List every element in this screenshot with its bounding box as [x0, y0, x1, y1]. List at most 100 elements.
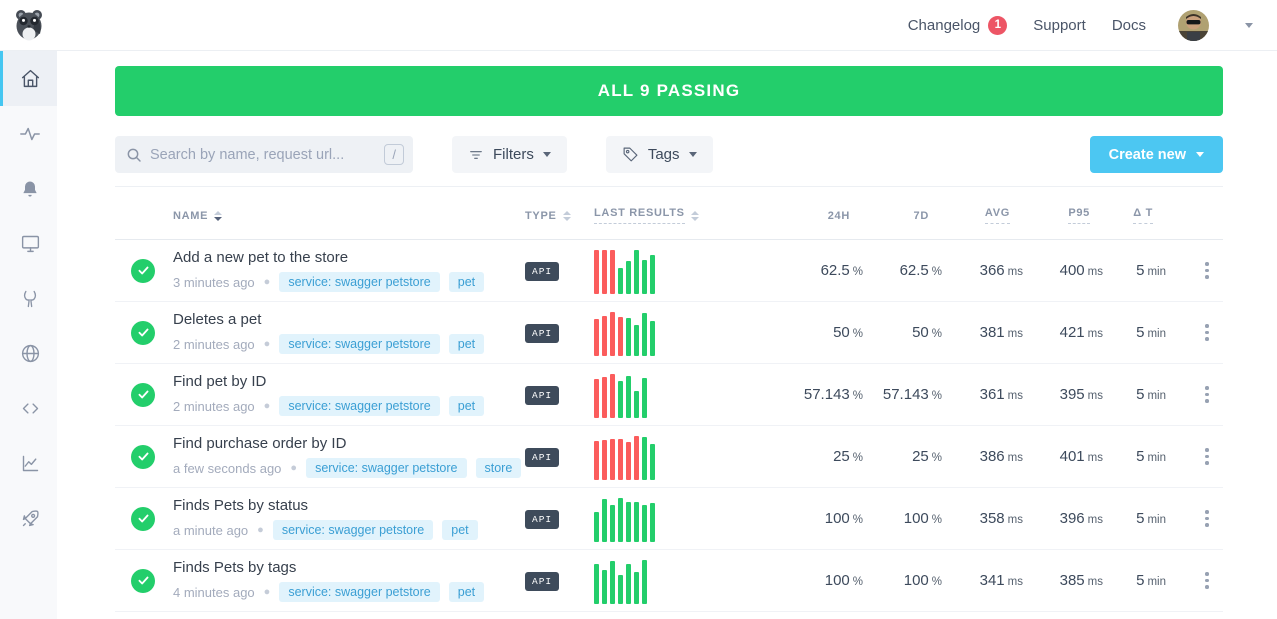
success-7d: 50% [912, 324, 942, 341]
tag-pill-service[interactable]: service: swagger petstore [279, 334, 440, 354]
home-icon [21, 69, 39, 88]
sidebar-item-api[interactable] [0, 381, 57, 436]
pulse-icon [20, 127, 40, 140]
table-row[interactable]: Add a new pet to the store 3 minutes ago… [115, 240, 1223, 302]
docs-link[interactable]: Docs [1111, 16, 1146, 34]
tag-pill-service[interactable]: service: swagger petstore [279, 582, 440, 602]
toolbar: / Filters Tags Create new [115, 136, 1223, 173]
bell-icon [23, 181, 37, 196]
check-type-badge: API [525, 571, 560, 591]
avg-response: 358 ms [979, 510, 1023, 527]
top-nav: Changelog 1 Support Docs [907, 9, 1253, 41]
avatar[interactable] [1178, 9, 1209, 41]
check-interval: 5 min [1136, 510, 1166, 527]
search-icon [127, 148, 141, 162]
sidebar-item-alerts[interactable] [0, 161, 57, 216]
last-results-chart[interactable] [594, 558, 790, 604]
check-last-run-time: 2 minutes ago [173, 336, 255, 352]
table-row[interactable]: Find purchase order by ID a few seconds … [115, 426, 1223, 488]
p95-response: 401 ms [1059, 448, 1103, 465]
check-type-badge: API [525, 509, 560, 529]
sort-icon-name[interactable] [214, 210, 223, 221]
main-content: ALL 9 PASSING / Filters Tags Create new [57, 51, 1277, 619]
tag-pill[interactable]: store [475, 458, 522, 478]
row-menu-kebab-icon[interactable] [1200, 568, 1214, 593]
tag-icon [623, 147, 638, 162]
table-row[interactable]: Find pet by ID 2 minutes ago ● service: … [115, 364, 1223, 426]
check-name[interactable]: Find pet by ID [173, 373, 267, 390]
check-name[interactable]: Find purchase order by ID [173, 435, 347, 452]
row-menu-kebab-icon[interactable] [1200, 382, 1214, 407]
table-row[interactable]: Finds Pets by tags 4 minutes ago ● servi… [115, 550, 1223, 612]
check-name[interactable]: Deletes a pet [173, 311, 262, 328]
row-menu-kebab-icon[interactable] [1200, 444, 1214, 469]
column-header-p95[interactable]: P95 [1023, 207, 1103, 224]
code-brackets-icon [22, 403, 38, 414]
rocket-icon [22, 510, 39, 527]
avg-response: 386 ms [979, 448, 1023, 465]
table-row[interactable]: Finds Pets by status a minute ago ● serv… [115, 488, 1223, 550]
check-passing-icon [131, 444, 155, 469]
check-last-run-time: a minute ago [173, 522, 249, 538]
check-name[interactable]: Finds Pets by status [173, 497, 309, 514]
column-header-name[interactable]: NAME [173, 210, 525, 222]
p95-response: 396 ms [1059, 510, 1103, 527]
column-header-delta-t[interactable]: Δ T [1103, 207, 1166, 224]
tag-pill-service[interactable]: service: swagger petstore [306, 458, 467, 478]
sidebar-item-maintenance[interactable] [0, 271, 57, 326]
sidebar-item-pulse[interactable] [0, 106, 57, 161]
changelog-label: Changelog [907, 16, 981, 34]
check-name[interactable]: Add a new pet to the store [173, 249, 349, 266]
p95-response: 421 ms [1059, 324, 1103, 341]
wrench-icon [23, 290, 37, 307]
avg-response: 381 ms [979, 324, 1023, 341]
tag-pill[interactable]: pet [442, 520, 478, 540]
column-header-type[interactable]: TYPE [525, 210, 594, 222]
check-type-badge: API [525, 323, 560, 343]
sidebar-item-analytics[interactable] [0, 436, 57, 491]
last-results-chart[interactable] [594, 434, 790, 480]
status-banner[interactable]: ALL 9 PASSING [115, 66, 1223, 116]
account-menu-caret-icon[interactable] [1245, 22, 1253, 28]
column-header-avg[interactable]: AVG [942, 207, 1023, 224]
check-passing-icon [131, 568, 155, 593]
last-results-chart[interactable] [594, 248, 790, 294]
sidebar-item-globe[interactable] [0, 326, 57, 381]
tag-pill[interactable]: pet [448, 396, 485, 416]
check-passing-icon [131, 382, 155, 407]
tag-pill-service[interactable]: service: swagger petstore [279, 272, 440, 292]
filters-dropdown[interactable]: Filters [452, 136, 567, 173]
search-box[interactable]: / [115, 136, 413, 173]
create-new-button[interactable]: Create new [1089, 136, 1223, 173]
row-menu-kebab-icon[interactable] [1200, 506, 1214, 531]
sidebar [0, 51, 57, 619]
changelog-link[interactable]: Changelog 1 [907, 15, 1008, 35]
sidebar-item-dashboards[interactable] [0, 216, 57, 271]
column-header-last-results[interactable]: LAST RESULTS [594, 207, 790, 224]
avg-response: 341 ms [979, 572, 1023, 589]
sidebar-item-home[interactable] [0, 51, 57, 106]
tag-pill[interactable]: pet [448, 334, 485, 354]
avg-response: 366 ms [979, 262, 1023, 279]
raccoon-logo[interactable] [13, 8, 45, 42]
search-input[interactable] [150, 146, 385, 163]
row-menu-kebab-icon[interactable] [1200, 258, 1214, 283]
check-passing-icon [131, 320, 155, 345]
tag-pill-service[interactable]: service: swagger petstore [272, 520, 434, 540]
tag-pill[interactable]: pet [448, 582, 485, 602]
tags-label: Tags [647, 146, 680, 163]
sort-icon-type[interactable] [562, 210, 571, 221]
sidebar-item-quickstart[interactable] [0, 491, 57, 546]
table-row[interactable]: Deletes a pet 2 minutes ago ● service: s… [115, 302, 1223, 364]
row-menu-kebab-icon[interactable] [1200, 320, 1214, 345]
check-name[interactable]: Finds Pets by tags [173, 559, 297, 576]
last-results-chart[interactable] [594, 310, 790, 356]
tag-pill[interactable]: pet [448, 272, 485, 292]
dot-separator: ● [263, 338, 271, 350]
tag-pill-service[interactable]: service: swagger petstore [279, 396, 440, 416]
last-results-chart[interactable] [594, 372, 790, 418]
support-link[interactable]: Support [1033, 16, 1086, 34]
tags-dropdown[interactable]: Tags [605, 136, 713, 173]
sort-icon-last-results[interactable] [690, 210, 699, 221]
last-results-chart[interactable] [594, 496, 790, 542]
